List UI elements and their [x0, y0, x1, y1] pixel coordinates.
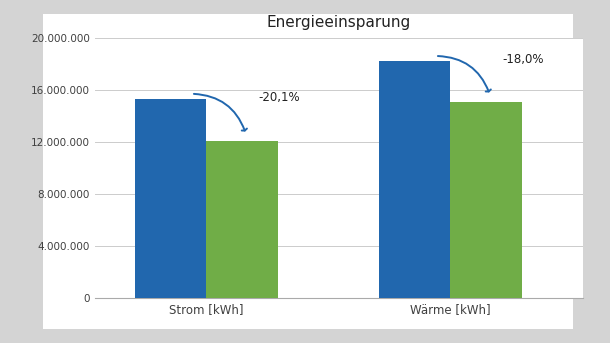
- Title: Energieeinsparung: Energieeinsparung: [267, 15, 411, 29]
- Bar: [135, 99, 206, 298]
- Bar: [450, 102, 522, 298]
- Text: -20,1%: -20,1%: [258, 91, 300, 104]
- Bar: [206, 141, 278, 298]
- Text: -18,0%: -18,0%: [502, 54, 544, 67]
- Bar: [379, 61, 450, 298]
